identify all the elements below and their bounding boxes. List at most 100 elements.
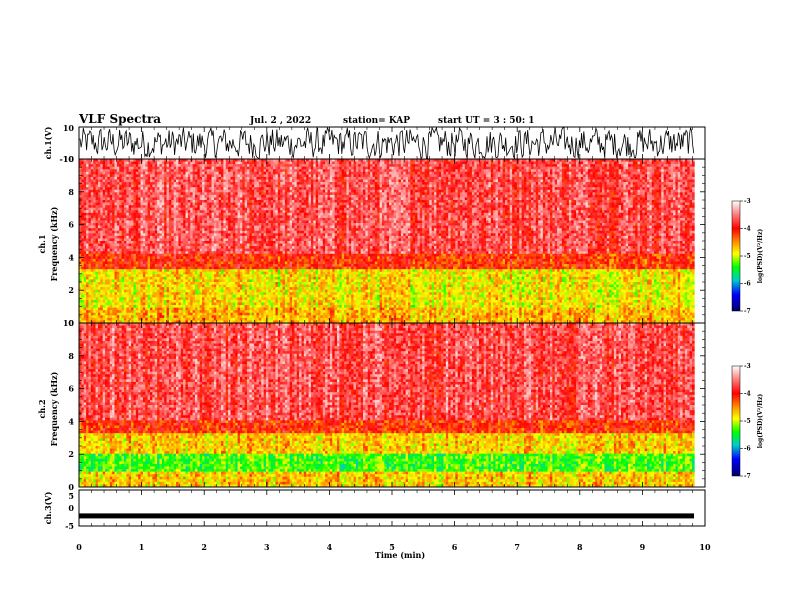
spec1-cell bbox=[578, 167, 581, 170]
spec1-cell bbox=[593, 169, 596, 172]
spec1-cell bbox=[176, 172, 179, 175]
spec1-cell bbox=[354, 162, 357, 165]
spec1-cell bbox=[545, 169, 548, 172]
spec1-cell bbox=[458, 167, 461, 170]
spec1-cell bbox=[261, 164, 264, 167]
spec1-cell bbox=[159, 167, 162, 170]
spec1-cell bbox=[320, 167, 323, 170]
spec1-cell bbox=[117, 172, 120, 175]
spec1-cell bbox=[439, 169, 442, 172]
spec1-cell bbox=[441, 162, 444, 165]
spec1-cell bbox=[503, 172, 506, 175]
spec1-cell bbox=[249, 167, 252, 170]
spec1-cell bbox=[673, 167, 676, 170]
spec1-cell bbox=[394, 169, 397, 172]
spec1-cell bbox=[285, 169, 288, 172]
spec1-cell bbox=[283, 169, 286, 172]
spec1-cell bbox=[673, 164, 676, 167]
spec1-cell bbox=[259, 172, 262, 175]
spec1-cell bbox=[692, 169, 695, 172]
spec1-cell bbox=[481, 172, 484, 175]
spec1-cell bbox=[576, 164, 579, 167]
spec1-cell bbox=[576, 167, 579, 170]
spec1-cell bbox=[503, 164, 506, 167]
spec1-cell bbox=[500, 164, 503, 167]
spec1-cell bbox=[481, 169, 484, 172]
spec1-cell bbox=[597, 167, 600, 170]
spec1-cell bbox=[552, 167, 555, 170]
spec1-cell bbox=[233, 167, 236, 170]
spec1-cell bbox=[474, 172, 477, 175]
spec1-cell bbox=[638, 162, 641, 165]
spec1-cell bbox=[164, 164, 167, 167]
spec1-cell bbox=[623, 164, 626, 167]
spec1-cell bbox=[673, 172, 676, 175]
spec1-cell bbox=[626, 167, 629, 170]
spec1-cell bbox=[557, 167, 560, 170]
spec1-cell bbox=[195, 172, 198, 175]
spec1-cell bbox=[361, 169, 364, 172]
spec1-cell bbox=[301, 169, 304, 172]
spec1-cell bbox=[687, 164, 690, 167]
spec1-cell bbox=[301, 162, 304, 165]
spec1-cell bbox=[455, 169, 458, 172]
spec1-cell bbox=[100, 164, 103, 167]
spec1-cell bbox=[197, 162, 200, 165]
spec1-cell bbox=[578, 164, 581, 167]
spec1-cell bbox=[666, 172, 669, 175]
spec1-cell bbox=[351, 164, 354, 167]
spec1-cell bbox=[188, 167, 191, 170]
spec1-cell bbox=[129, 169, 132, 172]
spec1-cell bbox=[249, 169, 252, 172]
spec1-cell bbox=[522, 167, 525, 170]
spec1-cell bbox=[391, 164, 394, 167]
spec1-cell bbox=[181, 167, 184, 170]
spec1-cell bbox=[593, 172, 596, 175]
spec1-cell bbox=[434, 169, 437, 172]
spec1-cell bbox=[136, 169, 139, 172]
spec1-cell bbox=[425, 172, 428, 175]
spec1-cell bbox=[214, 169, 217, 172]
spec1-cell bbox=[567, 162, 570, 165]
spec1-cell bbox=[328, 167, 331, 170]
spec1-cell bbox=[609, 169, 612, 172]
spec1-cell bbox=[337, 172, 340, 175]
spec1-cell bbox=[93, 174, 96, 177]
spec1-cell bbox=[107, 162, 110, 165]
spec1-cell bbox=[517, 164, 520, 167]
spec1-cell bbox=[290, 164, 293, 167]
spec1-cell bbox=[273, 162, 276, 165]
spec1-cell bbox=[107, 164, 110, 167]
spec1-cell bbox=[436, 169, 439, 172]
spec1-cell bbox=[318, 162, 321, 165]
spec1-cell bbox=[204, 164, 207, 167]
spec1-cell bbox=[647, 167, 650, 170]
spec1-cell bbox=[647, 169, 650, 172]
spec1-cell bbox=[148, 167, 151, 170]
spec1-cell bbox=[458, 172, 461, 175]
spec1-cell bbox=[685, 167, 688, 170]
spec1-cell bbox=[477, 162, 480, 165]
spec1-cell bbox=[429, 164, 432, 167]
spec1-cell bbox=[375, 167, 378, 170]
spec1-cell bbox=[148, 169, 151, 172]
spec1-cell bbox=[529, 167, 532, 170]
spec1-cell bbox=[88, 162, 91, 165]
spec1-cell bbox=[462, 167, 465, 170]
spec1-cell bbox=[143, 169, 146, 172]
spec1-cell bbox=[148, 162, 151, 165]
spec1-cell bbox=[297, 164, 300, 167]
spec1-cell bbox=[484, 164, 487, 167]
spec1-cell bbox=[448, 162, 451, 165]
spec1-cell bbox=[110, 167, 113, 170]
spec1-cell bbox=[401, 164, 404, 167]
spec1-cell bbox=[517, 169, 520, 172]
spec1-cell bbox=[387, 162, 390, 165]
spec1-cell bbox=[668, 164, 671, 167]
spec1-cell bbox=[257, 172, 260, 175]
spec1-cell bbox=[86, 162, 89, 165]
spec1-cell bbox=[195, 162, 198, 165]
spec1-cell bbox=[368, 172, 371, 175]
spec1-cell bbox=[524, 172, 527, 175]
spec1-cell bbox=[209, 164, 212, 167]
